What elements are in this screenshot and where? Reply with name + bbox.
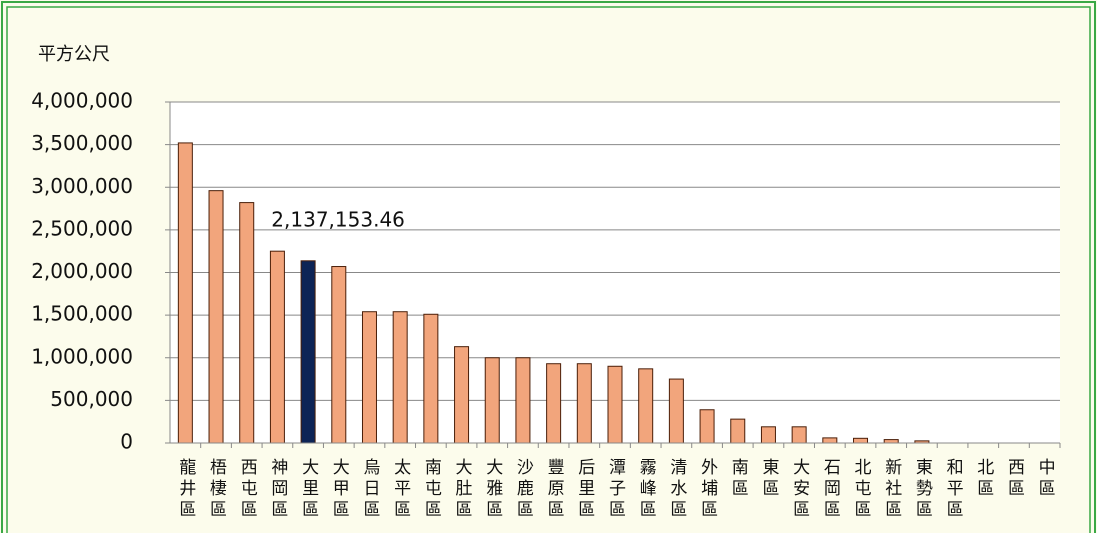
bar	[454, 346, 470, 444]
x-tick-label: 大安區	[789, 458, 810, 521]
y-tick-label: 1,500,000	[31, 302, 133, 326]
x-tick-label: 潭子區	[605, 458, 626, 521]
x-tick-label: 西區	[1004, 458, 1024, 500]
x-tick-label: 北屯區	[851, 458, 872, 521]
y-axis-title: 平方公尺	[38, 44, 110, 65]
x-tick-label: 大肚區	[452, 458, 473, 521]
bar	[546, 363, 562, 444]
y-tick-label: 1,000,000	[31, 344, 133, 368]
x-tick-label: 龍井區	[175, 458, 196, 521]
bar	[361, 311, 377, 444]
bar	[853, 437, 869, 444]
x-tick-label: 太平區	[390, 458, 411, 521]
bar	[760, 426, 776, 444]
x-tick-label: 清水區	[666, 458, 687, 521]
x-tick-label: 北區	[973, 458, 994, 500]
x-tick-label: 新社區	[881, 458, 902, 521]
bar	[484, 357, 500, 444]
x-tick-label: 外埔區	[697, 458, 718, 521]
x-tick-label: 沙鹿區	[513, 458, 534, 521]
x-tick-label: 烏日區	[359, 458, 380, 521]
bar	[607, 365, 623, 444]
x-tick-label: 豐原區	[544, 458, 565, 521]
bar	[269, 250, 285, 444]
bar	[515, 357, 531, 444]
x-tick-label: 神岡區	[267, 458, 288, 521]
bar	[208, 190, 224, 444]
bar	[423, 313, 439, 444]
bar	[699, 409, 715, 444]
y-tick-label: 2,000,000	[31, 259, 133, 283]
x-tick-label: 東區	[758, 458, 779, 500]
y-tick-label: 0	[120, 430, 133, 454]
bar	[638, 368, 654, 444]
x-tick-label: 大雅區	[482, 458, 503, 521]
x-tick-label: 西屯區	[237, 458, 257, 521]
bar	[331, 266, 347, 444]
x-tick-label: 和平區	[943, 458, 964, 521]
x-tick-label: 石岡區	[820, 458, 841, 521]
bar	[668, 378, 684, 444]
data-label: 2,137,153.46	[271, 207, 405, 231]
x-tick-label: 中區	[1035, 458, 1055, 500]
y-tick-label: 3,500,000	[31, 131, 133, 155]
bar	[822, 437, 838, 444]
x-tick-label: 霧峰區	[636, 458, 657, 521]
x-tick-label: 后里區	[574, 458, 595, 521]
frame-inner	[6, 6, 1091, 533]
bar	[791, 426, 807, 444]
y-tick-label: 500,000	[50, 387, 133, 411]
x-tick-label: 南區	[728, 458, 748, 500]
y-tick-label: 2,500,000	[31, 216, 133, 240]
bar	[239, 202, 255, 444]
bar	[576, 363, 592, 444]
bar	[392, 311, 408, 444]
x-tick-label: 東勢區	[912, 458, 933, 521]
y-tick-label: 4,000,000	[31, 89, 133, 113]
bar	[300, 260, 316, 444]
x-tick-label: 大甲區	[329, 458, 350, 521]
x-tick-label: 大里區	[298, 458, 319, 521]
y-tick-label: 3,000,000	[31, 174, 133, 198]
bar	[177, 142, 193, 444]
x-tick-label: 南屯區	[421, 458, 441, 521]
bar	[883, 439, 899, 444]
x-tick-label: 梧棲區	[206, 458, 227, 521]
bar	[730, 418, 746, 444]
